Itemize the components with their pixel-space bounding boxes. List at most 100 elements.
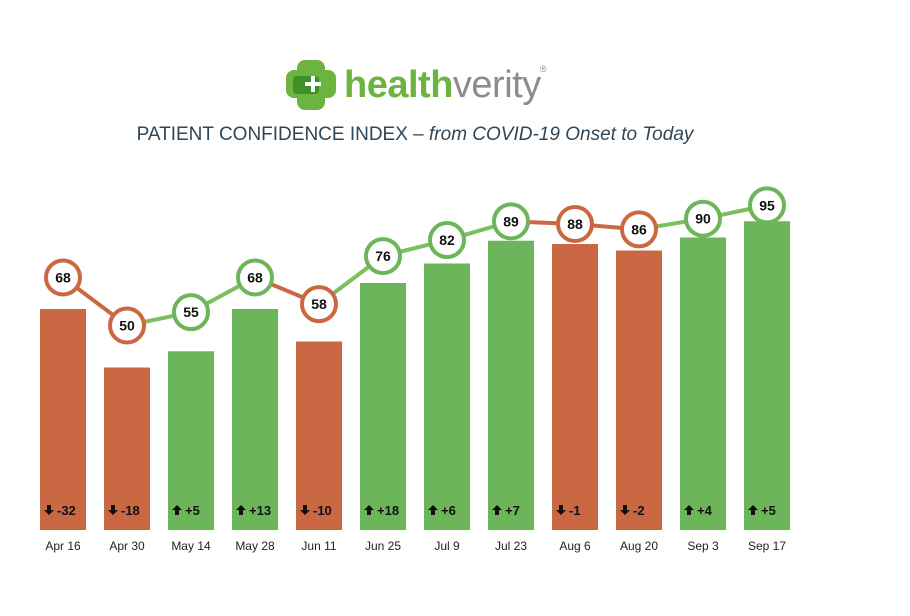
x-tick-label: May 28 <box>235 539 275 553</box>
change-value: +4 <box>697 503 713 518</box>
value-circle <box>44 258 82 297</box>
value-circle <box>684 199 722 238</box>
change-label: +5 <box>172 503 200 518</box>
bar <box>232 309 278 530</box>
arrow-up-icon <box>684 505 694 515</box>
cross-logo-icon <box>286 60 336 110</box>
bar <box>488 240 534 530</box>
bar <box>40 309 86 530</box>
chart-title: PATIENT CONFIDENCE INDEX – from COVID-19… <box>0 124 830 146</box>
value-circle <box>620 210 658 249</box>
value-marker: 58 <box>300 285 338 324</box>
x-tick-label: Apr 30 <box>109 539 145 553</box>
value-circle <box>172 293 210 332</box>
brand-health: health <box>344 64 453 106</box>
value-marker: 95 <box>748 186 786 225</box>
value-marker: 76 <box>364 237 402 276</box>
registered-mark: ® <box>540 64 547 74</box>
bar <box>360 283 406 530</box>
arrow-down-icon <box>620 505 630 515</box>
value-circle <box>364 237 402 276</box>
data-label: 58 <box>311 296 327 312</box>
bar <box>424 263 470 530</box>
change-value: +5 <box>185 503 200 518</box>
change-label: +4 <box>684 503 713 518</box>
data-label: 76 <box>375 248 391 264</box>
data-label: 82 <box>439 232 455 248</box>
healthverity-logo: healthverity ® <box>284 58 554 112</box>
brand-wordmark: healthverity <box>344 62 541 108</box>
value-marker: 55 <box>172 293 210 332</box>
value-circle <box>428 221 466 260</box>
chart-title-sub: from COVID-19 Onset to Today <box>429 124 694 145</box>
value-marker: 86 <box>620 210 658 249</box>
change-value: +5 <box>761 503 776 518</box>
change-value: -18 <box>121 503 140 518</box>
change-label: -32 <box>44 503 76 518</box>
arrow-up-icon <box>492 505 502 515</box>
change-value: -10 <box>313 503 332 518</box>
arrow-up-icon <box>172 505 182 515</box>
arrow-down-icon <box>44 505 54 515</box>
value-circle <box>236 258 274 297</box>
change-value: +18 <box>377 503 399 518</box>
value-circle <box>748 186 786 225</box>
arrow-up-icon <box>748 505 758 515</box>
value-marker: 68 <box>236 258 274 297</box>
value-markers: 68 50 55 68 58 76 82 89 88 86 90 95 <box>44 186 786 345</box>
data-label: 68 <box>247 269 263 285</box>
change-value: -32 <box>57 503 76 518</box>
change-label: +6 <box>428 503 456 518</box>
data-label: 88 <box>567 216 583 232</box>
x-tick-label: Jun 25 <box>365 539 401 553</box>
x-tick-label: Aug 6 <box>559 539 591 553</box>
value-circle <box>492 202 530 241</box>
value-circle <box>300 285 338 324</box>
x-tick-label: Sep 17 <box>748 539 786 553</box>
arrow-down-icon <box>108 505 118 515</box>
change-label: -10 <box>300 503 332 518</box>
change-value: -1 <box>569 503 581 518</box>
change-label: +7 <box>492 503 520 518</box>
data-label: 55 <box>183 304 199 320</box>
change-value: -2 <box>633 503 645 518</box>
bar <box>168 351 214 530</box>
change-value: +13 <box>249 503 271 518</box>
bar <box>552 244 598 530</box>
value-marker: 88 <box>556 205 594 244</box>
bar <box>680 237 726 530</box>
arrow-up-icon <box>364 505 374 515</box>
change-label: +18 <box>364 503 399 518</box>
value-marker: 89 <box>492 202 530 241</box>
change-value: +6 <box>441 503 456 518</box>
bar <box>616 250 662 530</box>
x-tick-label: Jul 9 <box>434 539 460 553</box>
arrow-down-icon <box>300 505 310 515</box>
x-tick-label: Jun 11 <box>301 539 336 553</box>
value-marker: 50 <box>108 306 146 345</box>
chart-title-main: PATIENT CONFIDENCE INDEX – <box>136 124 430 145</box>
data-label: 95 <box>759 197 775 213</box>
x-tick-label: Sep 3 <box>687 539 719 553</box>
value-circle <box>556 205 594 244</box>
bars: -32 -18 +5 +13 -10 +18 +6 +7 -1 -2 +4 +5 <box>40 221 790 530</box>
data-label: 90 <box>695 211 711 227</box>
change-label: -2 <box>620 503 645 518</box>
arrow-up-icon <box>236 505 246 515</box>
data-label: 68 <box>55 269 71 285</box>
arrow-down-icon <box>556 505 566 515</box>
value-circle <box>108 306 146 345</box>
x-tick-label: Jul 23 <box>495 539 527 553</box>
arrow-up-icon <box>428 505 438 515</box>
x-tick-label: May 14 <box>171 539 211 553</box>
change-label: -18 <box>108 503 140 518</box>
change-label: +5 <box>748 503 776 518</box>
data-label: 89 <box>503 213 519 229</box>
x-tick-label: Aug 20 <box>620 539 658 553</box>
brand-verity: verity <box>452 64 541 106</box>
value-marker: 90 <box>684 199 722 238</box>
bar <box>744 221 790 530</box>
data-label: 86 <box>631 221 647 237</box>
change-label: +13 <box>236 503 271 518</box>
